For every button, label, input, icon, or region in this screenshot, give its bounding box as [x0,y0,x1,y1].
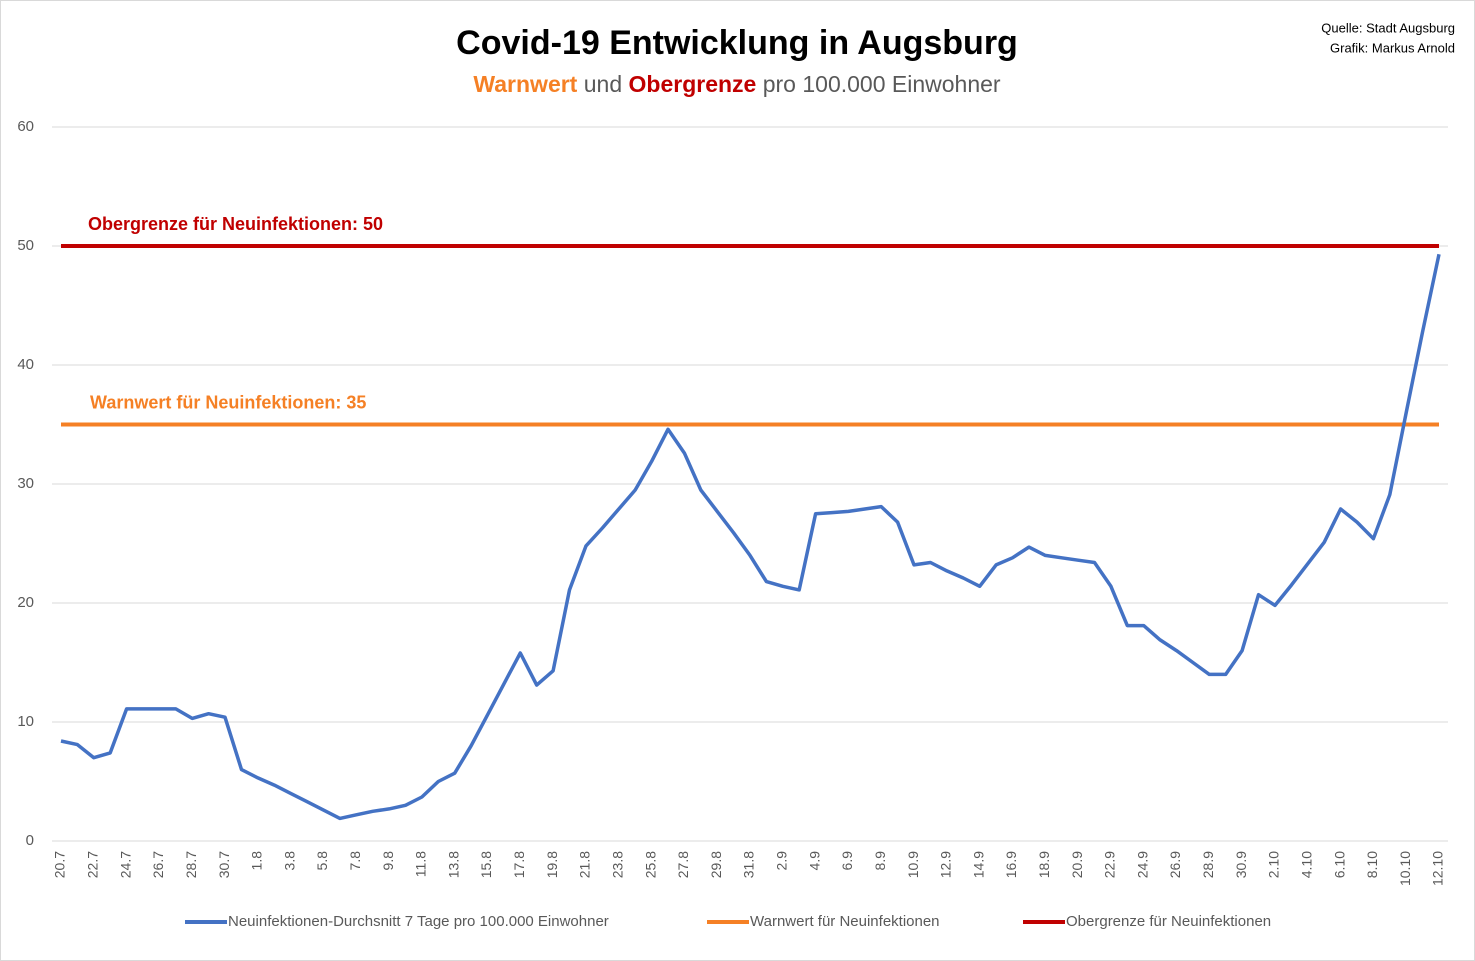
series-line [60,253,1441,821]
subtitle-part: Obergrenze [629,71,757,97]
x-tick-label: 19.8 [544,851,560,878]
legend-label: Obergrenze für Neuinfektionen [1066,913,1271,930]
x-tick-label: 28.7 [183,851,199,878]
x-tick-label: 11.8 [413,851,429,877]
y-tick-label: 50 [17,237,34,254]
x-tick-label: 20.7 [52,851,68,878]
x-tick-label: 30.7 [216,851,232,878]
x-tick-label: 26.7 [150,851,166,878]
y-tick-label: 0 [26,832,34,849]
y-tick-label: 20 [17,594,34,611]
annotation: Warnwert für Neuinfektionen: 35 [90,392,366,412]
x-tick-label: 2.9 [774,851,790,871]
x-tick-label: 10.10 [1397,851,1413,886]
x-tick-label: 22.7 [85,851,101,878]
x-tick-label: 29.8 [708,851,724,878]
x-tick-label: 18.9 [1036,851,1052,878]
x-tick-label: 12.9 [938,851,954,878]
chart-subtitle: Warnwert und Obergrenze pro 100.000 Einw… [473,71,1001,97]
legend-label: Warnwert für Neuinfektionen [750,913,940,930]
x-tick-label: 8.10 [1364,851,1380,878]
x-tick-label: 4.10 [1298,851,1314,878]
credit: Grafik: Markus Arnold [1330,40,1455,55]
x-tick-label: 31.8 [741,851,757,878]
x-tick-label: 17.8 [511,851,527,878]
x-tick-label: 20.9 [1069,851,1085,878]
x-tick-label: 28.9 [1200,851,1216,878]
y-tick-label: 40 [17,356,34,373]
y-tick-label: 10 [17,713,34,730]
source: Quelle: Stadt Augsburg [1321,20,1455,35]
x-tick-label: 22.9 [1102,851,1118,878]
annotation: Obergrenze für Neuinfektionen: 50 [88,214,383,234]
x-tick-label: 2.10 [1266,851,1282,878]
legend-label: Neuinfektionen-Durchsnitt 7 Tage pro 100… [228,913,609,930]
x-tick-label: 14.9 [970,851,986,878]
y-tick-label: 60 [17,118,34,135]
x-tick-label: 30.9 [1233,851,1249,878]
x-tick-label: 23.8 [609,851,625,878]
x-tick-label: 10.9 [905,851,921,878]
subtitle-part: Warnwert [473,71,577,97]
x-tick-label: 8.9 [872,851,888,871]
subtitle-part: pro 100.000 Einwohner [763,71,1001,97]
x-tick-label: 7.8 [347,851,363,871]
subtitle-part: und [584,71,622,97]
x-tick-label: 5.8 [314,851,330,871]
x-tick-label: 13.8 [445,851,461,878]
x-tick-label: 27.8 [675,851,691,878]
x-tick-label: 25.8 [642,851,658,878]
x-tick-label: 6.10 [1331,851,1347,878]
x-tick-label: 3.8 [281,851,297,871]
x-tick-label: 15.8 [478,851,494,878]
x-tick-label: 21.8 [577,851,593,878]
x-tick-label: 24.7 [117,851,133,878]
x-tick-label: 12.10 [1430,851,1446,886]
chart-title: Covid-19 Entwicklung in Augsburg [456,24,1018,62]
x-tick-label: 9.8 [380,851,396,871]
x-tick-label: 4.9 [806,851,822,871]
x-tick-label: 6.9 [839,851,855,871]
y-tick-label: 30 [17,475,34,492]
x-tick-label: 1.8 [249,851,265,871]
x-tick-label: 26.9 [1167,851,1183,878]
x-tick-label: 24.9 [1134,851,1150,878]
x-tick-label: 16.9 [1003,851,1019,878]
